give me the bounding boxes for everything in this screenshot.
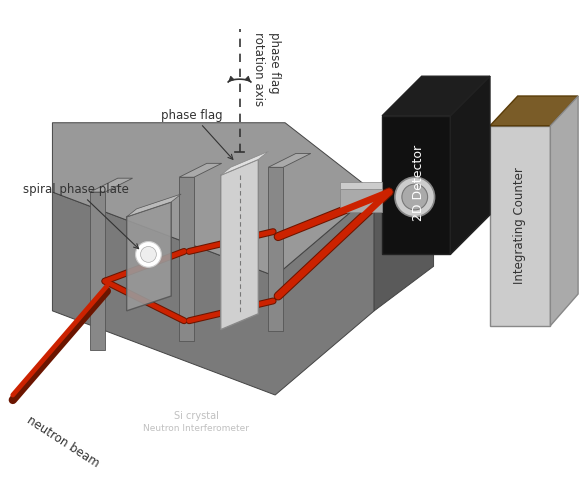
Text: phase flag: phase flag bbox=[161, 108, 233, 160]
Polygon shape bbox=[374, 148, 434, 311]
Polygon shape bbox=[451, 77, 490, 255]
Text: neutron beam: neutron beam bbox=[24, 413, 102, 469]
Circle shape bbox=[402, 185, 427, 211]
Text: 2D Detector: 2D Detector bbox=[412, 145, 425, 221]
Polygon shape bbox=[52, 123, 374, 277]
Polygon shape bbox=[221, 152, 268, 176]
Text: phase flag
rotation axis: phase flag rotation axis bbox=[252, 31, 282, 106]
Polygon shape bbox=[179, 178, 194, 341]
Circle shape bbox=[136, 242, 161, 268]
Polygon shape bbox=[490, 97, 578, 126]
Polygon shape bbox=[490, 126, 550, 326]
Polygon shape bbox=[382, 77, 490, 117]
Polygon shape bbox=[127, 202, 171, 311]
Polygon shape bbox=[127, 195, 181, 217]
Polygon shape bbox=[90, 193, 105, 351]
Text: Integrating Counter: Integrating Counter bbox=[513, 167, 526, 284]
Polygon shape bbox=[268, 154, 311, 168]
Circle shape bbox=[395, 178, 434, 217]
Polygon shape bbox=[550, 97, 578, 326]
Text: spiral phase plate: spiral phase plate bbox=[23, 182, 139, 249]
Polygon shape bbox=[221, 160, 258, 330]
Text: Neutron Interferometer: Neutron Interferometer bbox=[143, 423, 249, 432]
Polygon shape bbox=[179, 164, 222, 178]
Polygon shape bbox=[382, 117, 451, 255]
Circle shape bbox=[141, 247, 156, 263]
Polygon shape bbox=[52, 193, 374, 395]
Text: Si crystal: Si crystal bbox=[174, 410, 219, 420]
Polygon shape bbox=[339, 190, 382, 212]
Polygon shape bbox=[90, 179, 132, 193]
Polygon shape bbox=[268, 168, 283, 331]
Polygon shape bbox=[339, 183, 382, 190]
